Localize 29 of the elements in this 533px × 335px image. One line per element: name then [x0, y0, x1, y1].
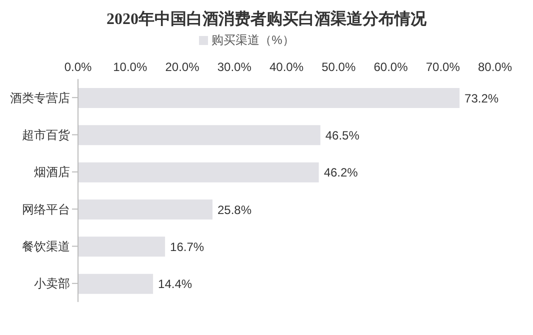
x-tick-label: 0.0% — [64, 60, 92, 74]
data-label: 46.2% — [324, 166, 358, 180]
x-tick-label: 30.0% — [217, 60, 252, 74]
x-tick-label: 80.0% — [478, 60, 512, 74]
y-tick-label: 酒类专营店 — [10, 90, 70, 105]
data-label: 14.4% — [158, 277, 192, 292]
data-label: 16.7% — [170, 240, 204, 254]
data-label: 46.5% — [325, 128, 360, 142]
y-tick-label: 餐饮渠道 — [22, 240, 70, 254]
data-label: 73.2% — [464, 91, 499, 106]
x-tick-label: 50.0% — [322, 60, 356, 74]
y-tick-label: 烟酒店 — [34, 165, 70, 180]
bar — [78, 125, 320, 146]
y-tick-label: 超市百货 — [22, 128, 70, 142]
chart-title: 2020年中国白酒消费者购买白酒渠道分布情况 — [106, 9, 428, 30]
x-tick-label: 60.0% — [374, 60, 408, 74]
x-tick-label: 40.0% — [269, 60, 304, 74]
bar — [78, 236, 166, 257]
x-tick-label: 20.0% — [165, 60, 200, 74]
bar — [78, 162, 319, 182]
bar — [78, 274, 154, 294]
data-label: 25.8% — [217, 202, 252, 217]
legend-label: 购买渠道（%） — [212, 33, 294, 47]
bar — [78, 88, 460, 108]
y-tick-label: 网络平台 — [22, 202, 70, 216]
y-tick-label: 小卖部 — [34, 276, 70, 291]
x-tick-label: 70.0% — [426, 60, 460, 74]
x-tick-label: 10.0% — [113, 60, 148, 74]
bar — [78, 200, 212, 220]
